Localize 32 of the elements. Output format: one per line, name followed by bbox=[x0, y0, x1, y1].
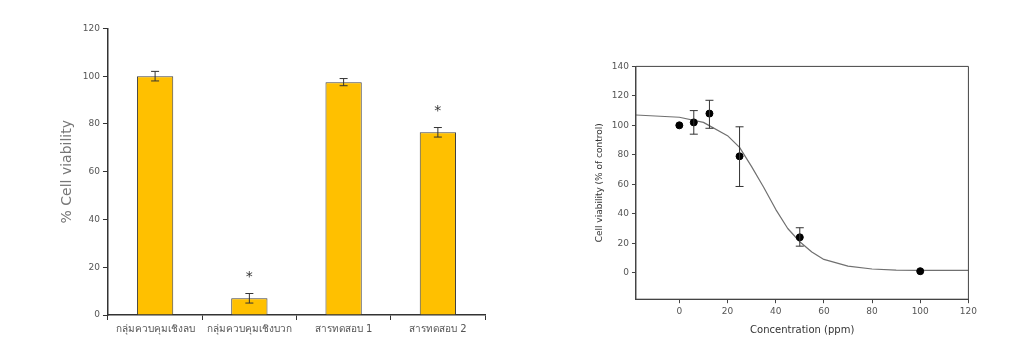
point bbox=[916, 267, 925, 276]
y-tick-label: 60 bbox=[88, 166, 101, 177]
annotation: * bbox=[245, 268, 253, 285]
x-tick-label: 100 bbox=[911, 305, 930, 316]
x-tick-label: 20 bbox=[721, 305, 734, 316]
x-tick-label: 0 bbox=[676, 305, 683, 316]
x-tick-label: สารทดสอบ 2 bbox=[409, 322, 467, 334]
y-axis-title: Cell viability (% of control) bbox=[593, 123, 604, 243]
y-tick-label: 120 bbox=[611, 90, 630, 101]
y-tick-label: 40 bbox=[88, 213, 101, 224]
x-tick-label: 60 bbox=[818, 305, 830, 316]
y-tick-label: 80 bbox=[617, 149, 630, 160]
x-tick-label: กลุ่มควบคุมเชิงบวก bbox=[206, 322, 292, 335]
y-axis-title: % Cell viability bbox=[58, 119, 75, 224]
y-tick-label: 100 bbox=[82, 70, 101, 81]
x-tick-label: 80 bbox=[866, 305, 879, 316]
x-tick-label: 40 bbox=[769, 305, 782, 316]
y-tick-label: 20 bbox=[88, 261, 101, 272]
y-tick-label: 120 bbox=[82, 22, 101, 33]
y-tick-label: 60 bbox=[617, 178, 630, 189]
x-tick-label: สารทดสอบ 1 bbox=[314, 322, 373, 334]
y-tick-label: 20 bbox=[617, 237, 630, 248]
point bbox=[675, 121, 684, 130]
y-tick-label: 140 bbox=[611, 60, 630, 71]
y-tick-label: 40 bbox=[617, 208, 630, 219]
y-tick-label: 0 bbox=[623, 267, 630, 278]
x-axis-title: Concentration (ppm) bbox=[750, 323, 855, 335]
annotation: * bbox=[434, 102, 442, 119]
y-tick-label: 100 bbox=[611, 119, 630, 130]
x-tick-label: กลุ่มควบคุมเชิงลบ bbox=[115, 322, 195, 335]
x-tick-label: 120 bbox=[959, 305, 978, 316]
y-tick-label: 80 bbox=[88, 118, 101, 129]
